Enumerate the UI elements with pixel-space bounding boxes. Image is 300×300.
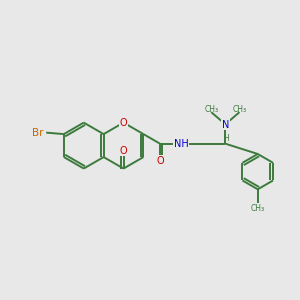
- Text: NH: NH: [174, 139, 189, 149]
- Text: CH₃: CH₃: [204, 105, 218, 114]
- Text: CH₃: CH₃: [251, 204, 265, 213]
- Text: O: O: [120, 146, 127, 156]
- Text: H: H: [223, 134, 229, 143]
- Text: O: O: [156, 156, 164, 166]
- Text: N: N: [222, 119, 229, 130]
- Text: Br: Br: [32, 128, 44, 138]
- Text: CH₃: CH₃: [232, 105, 247, 114]
- Text: O: O: [120, 118, 127, 128]
